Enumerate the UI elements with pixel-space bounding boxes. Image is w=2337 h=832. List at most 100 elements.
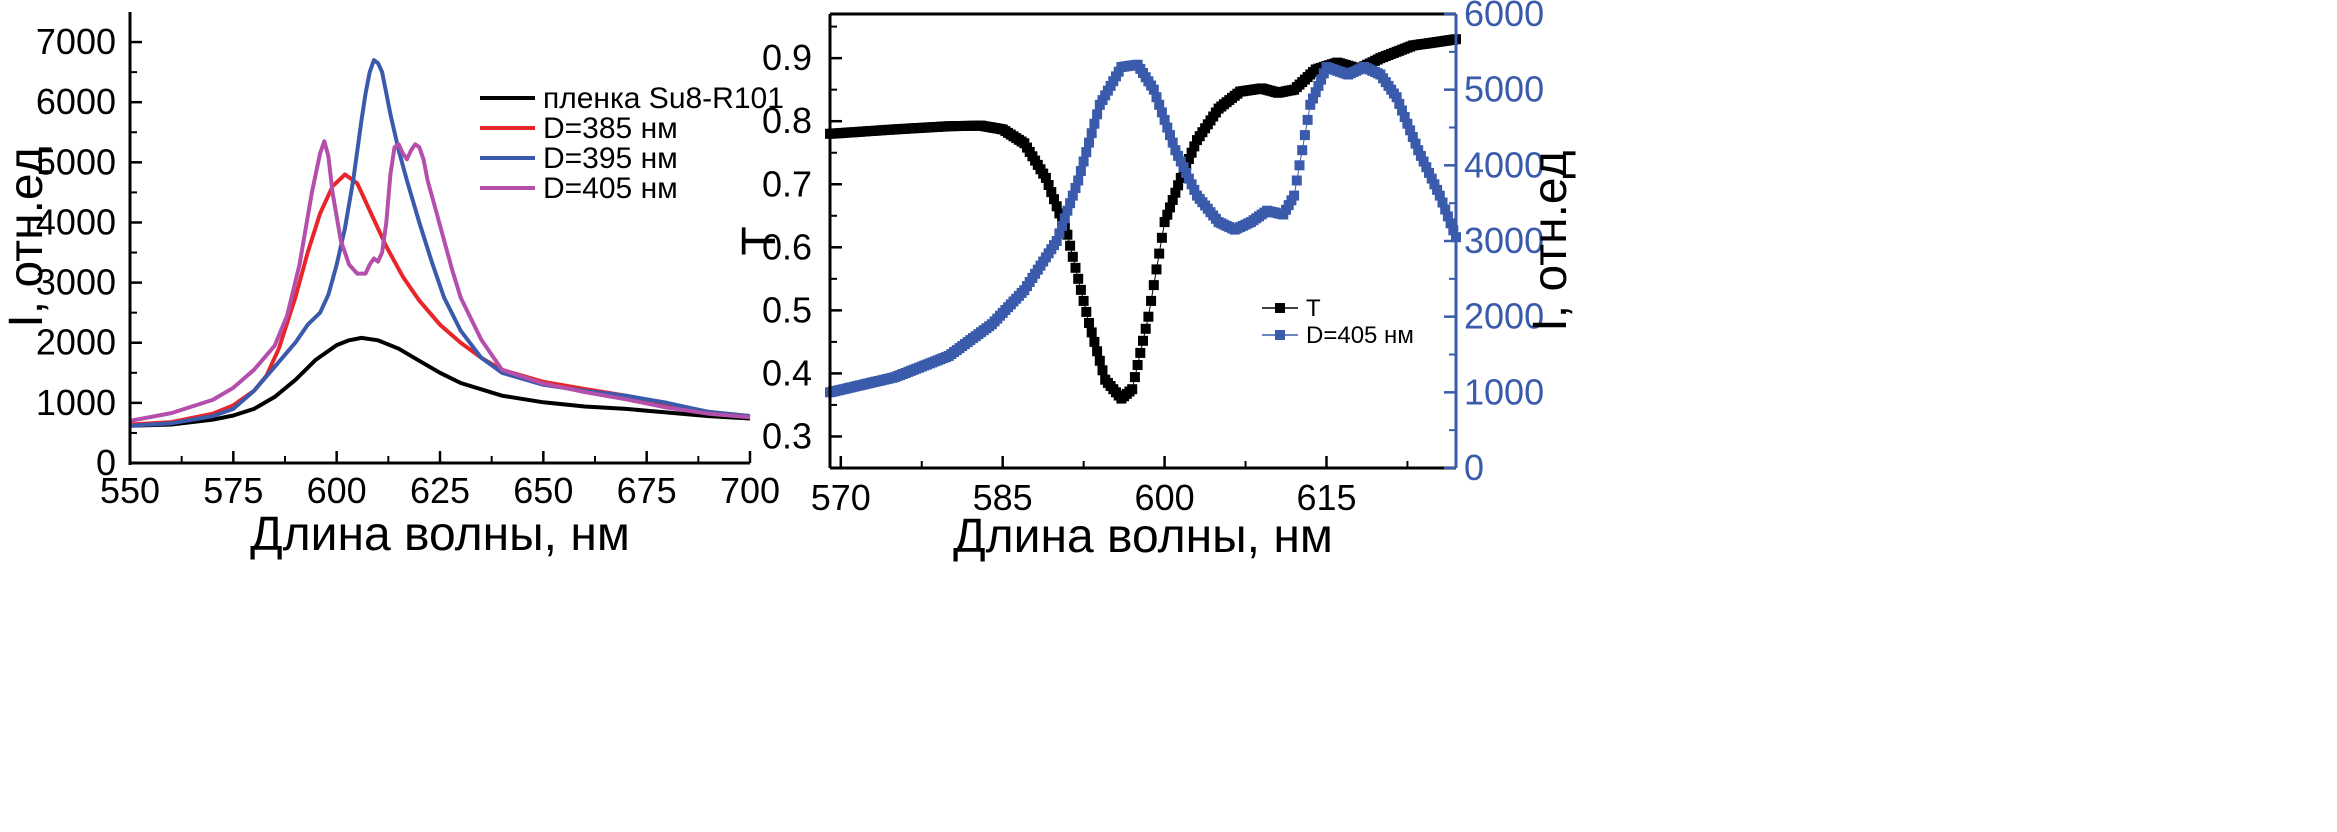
- data-point: [1081, 306, 1092, 317]
- data-point: [1078, 295, 1089, 306]
- y-tick-label: 1000: [36, 382, 116, 423]
- data-point: [1415, 150, 1426, 161]
- data-point: [1302, 114, 1313, 125]
- data-point: [1410, 138, 1421, 149]
- data-point: [1289, 190, 1300, 201]
- data-point: [1067, 190, 1078, 201]
- y-left-tick-label: 0.4: [762, 352, 812, 393]
- data-point: [1040, 172, 1051, 183]
- data-point: [1437, 197, 1448, 208]
- data-point: [1186, 147, 1197, 158]
- data-point: [1413, 145, 1424, 156]
- data-point: [1156, 232, 1167, 243]
- data-point: [1065, 240, 1076, 251]
- data-point: [1084, 318, 1094, 328]
- x-tick-label: 550: [100, 470, 160, 511]
- data-point: [1178, 162, 1189, 173]
- data-point: [1078, 156, 1089, 167]
- legend-label-0: T: [1306, 295, 1321, 322]
- data-point: [1405, 125, 1416, 136]
- x-tick-label: 625: [410, 470, 470, 511]
- data-point: [1156, 107, 1167, 118]
- data-point: [1181, 167, 1192, 178]
- data-point: [1070, 183, 1081, 193]
- data-point: [1170, 187, 1181, 198]
- y-right-tick-label: 4000: [1464, 144, 1544, 185]
- data-point: [1062, 229, 1073, 240]
- series-line-0: [129, 335, 751, 428]
- data-point: [1057, 220, 1068, 231]
- data-point: [1402, 118, 1413, 129]
- data-point: [1146, 295, 1157, 306]
- data-point: [1448, 225, 1459, 236]
- y-right-axis-title: I, отн.ед: [1524, 150, 1577, 331]
- y-right-tick-label: 1000: [1464, 371, 1544, 412]
- y-left-axis-title: T: [733, 226, 786, 255]
- data-point: [1059, 213, 1070, 224]
- x-tick-label: 575: [203, 470, 263, 511]
- data-point: [1051, 236, 1062, 246]
- data-point: [1089, 118, 1100, 129]
- y-left-tick-label: 0.7: [762, 163, 812, 204]
- data-point: [1421, 162, 1432, 173]
- data-point: [1297, 145, 1308, 156]
- x-tick-label: 570: [811, 477, 871, 518]
- x-tick-label: 615: [1296, 477, 1356, 518]
- data-point: [1129, 372, 1140, 383]
- data-point: [1440, 204, 1451, 215]
- data-point: [1051, 201, 1062, 212]
- data-point: [1397, 105, 1407, 116]
- legend: TD=405 нм: [1262, 295, 1414, 349]
- y-right-tick-label: 0: [1464, 447, 1484, 488]
- data-point: [1073, 175, 1084, 186]
- data-point: [1189, 184, 1200, 195]
- data-point: [1432, 184, 1443, 195]
- legend-swatch-marker-1: [1275, 330, 1285, 340]
- x-tick-label: 600: [307, 470, 367, 511]
- y-tick-label: 6000: [36, 81, 116, 122]
- data-point: [1043, 180, 1054, 190]
- data-point: [1189, 141, 1200, 152]
- x-tick-label: 675: [617, 470, 677, 511]
- x-tick-label: 600: [1135, 477, 1195, 518]
- data-point: [1183, 173, 1194, 184]
- x-tick-label: 585: [973, 477, 1033, 518]
- legend-label-2: D=395 нм: [543, 142, 678, 175]
- data-point: [1148, 280, 1159, 291]
- data-point: [1170, 145, 1181, 156]
- legend-label-1: D=405 нм: [1306, 322, 1414, 349]
- data-point: [1173, 150, 1184, 161]
- chart-right: 0.3 0.4 0.5 0.6 0.7 0.8 0.9 0 1000 2000 3000 4000 50…: [733, 0, 1577, 563]
- data-point: [1140, 323, 1151, 334]
- x-tick-label: 650: [513, 470, 573, 511]
- y-left-tick-label: 0.5: [762, 289, 812, 330]
- data-point: [1075, 166, 1086, 176]
- y-left-tick-label: 0.6: [762, 226, 812, 267]
- y-left-tick-label: 0.3: [762, 415, 812, 456]
- series-markers-1: [825, 59, 1461, 398]
- legend-label-0: пленка Su8-R101: [543, 82, 784, 115]
- legend-label-3: D=405 нм: [543, 172, 678, 205]
- data-point: [1407, 132, 1418, 142]
- data-point: [1165, 130, 1175, 141]
- y-tick-label: 5000: [36, 141, 116, 182]
- y-axis-title: I, отн.ед: [0, 146, 53, 327]
- data-point: [1151, 92, 1162, 103]
- data-point: [1097, 365, 1108, 376]
- data-point: [1445, 218, 1456, 229]
- data-point: [1086, 128, 1097, 139]
- y-tick-label: 7000: [36, 21, 116, 62]
- y-left-tick-label: 0.9: [762, 37, 812, 78]
- data-point: [1054, 208, 1065, 219]
- data-point: [1089, 336, 1100, 347]
- data-point: [1434, 190, 1445, 201]
- data-point: [1310, 87, 1321, 98]
- data-point: [1143, 311, 1154, 322]
- data-point: [1175, 172, 1186, 183]
- y-tick-label: 2000: [36, 322, 116, 363]
- data-point: [1092, 109, 1103, 120]
- y-tick-label: 0: [96, 442, 116, 483]
- data-point: [1138, 335, 1148, 346]
- x-axis-title: Длина волны, нм: [250, 508, 630, 561]
